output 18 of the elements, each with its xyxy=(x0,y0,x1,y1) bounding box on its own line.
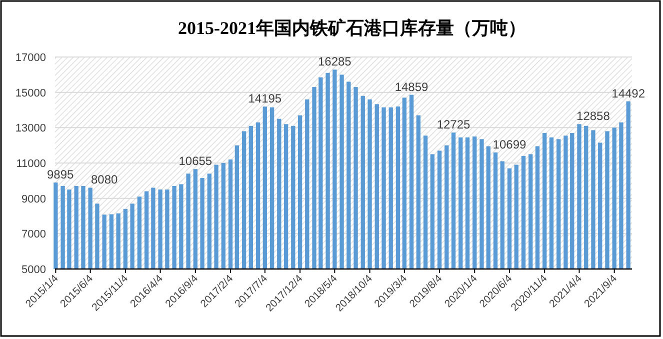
annotation: 9895 xyxy=(47,168,74,182)
annotation: 10655 xyxy=(178,154,212,168)
annotation: 10699 xyxy=(492,137,526,152)
annotation: 14195 xyxy=(248,92,282,106)
annotation: 12725 xyxy=(436,118,471,132)
y-tick-label: 11000 xyxy=(16,158,46,170)
y-tick-label: 7000 xyxy=(22,228,46,241)
y-tick-label: 17000 xyxy=(15,52,46,64)
annotation: 14859 xyxy=(394,80,429,94)
annotation: 16285 xyxy=(318,54,352,69)
annotation: 8080 xyxy=(90,172,118,187)
chart-title: 2015-2021年国内铁矿石港口库存量（万吨） xyxy=(178,18,526,38)
annotation: 12858 xyxy=(576,109,610,124)
y-tick-label: 13000 xyxy=(15,122,46,135)
y-tick-label: 15000 xyxy=(15,87,46,100)
annotation: 14492 xyxy=(612,86,646,100)
y-tick-label: 9000 xyxy=(22,193,46,206)
y-tick-label: 5000 xyxy=(22,264,46,276)
